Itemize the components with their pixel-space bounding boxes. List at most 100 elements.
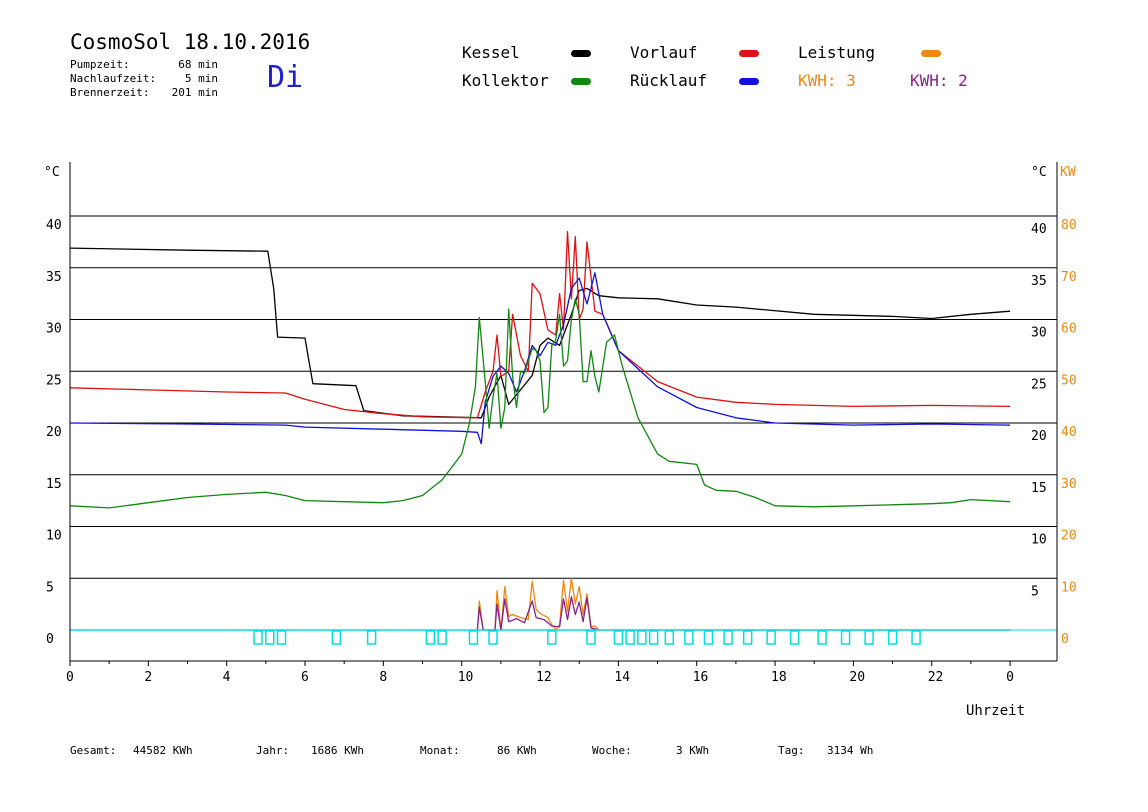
series-vorlauf	[69, 230, 1011, 419]
series-kollektor	[69, 298, 1011, 509]
legend-kollektor-label: Kollektor	[462, 71, 549, 90]
footer-gesamt-value: 44582 KWh	[133, 744, 193, 757]
grid-layer	[70, 215, 1057, 631]
legend-vorlauf-label: Vorlauf	[630, 43, 698, 62]
legend-ruecklauf-swatch	[739, 78, 759, 85]
series-kwh	[476, 596, 599, 631]
series-layer	[69, 230, 1011, 631]
axes-layer: 4035302520151050403530252015105807060504…	[46, 162, 1077, 685]
x-axis-label: Uhrzeit	[966, 703, 1025, 719]
y-tick-right2-20: 20	[1061, 529, 1077, 544]
footer-jahr-value: 1686 KWh	[311, 744, 364, 757]
y-tick-right-20: 20	[1031, 429, 1047, 444]
x-tick-8: 16	[693, 670, 709, 685]
x-tick-10: 20	[849, 670, 865, 685]
legend-ruecklauf-label: Rücklauf	[630, 71, 708, 90]
y-tick-right2-70: 70	[1061, 270, 1077, 285]
pump-marker-3	[331, 630, 342, 645]
x-tick-9: 18	[771, 670, 787, 685]
footer-woche-value: 3 KWh	[676, 744, 710, 757]
x-tick-4: 8	[379, 670, 387, 685]
y-tick-left-30: 30	[46, 322, 62, 337]
x-tick-12: 0	[1006, 670, 1014, 685]
pump-marker-10	[586, 630, 596, 645]
pump-marker-15	[664, 630, 675, 645]
y-tick-left-35: 35	[46, 270, 62, 285]
pump-marker-14	[648, 630, 659, 645]
pump-marker-0	[253, 630, 263, 645]
stat-brennerzeit-value: 201 min	[171, 86, 218, 99]
footer-woche-label: Woche:	[592, 744, 632, 757]
legend-leistung-swatch	[921, 50, 941, 57]
y-tick-right-25: 25	[1031, 377, 1047, 392]
y-tick-right2-40: 40	[1061, 425, 1077, 440]
pump-marker-12	[625, 630, 635, 645]
pump-marker-4	[366, 630, 377, 645]
x-tick-2: 4	[223, 670, 231, 685]
pump-marker-6	[437, 630, 447, 645]
pump-marker-23	[840, 630, 851, 645]
x-tick-1: 2	[144, 670, 152, 685]
y-tick-left-5: 5	[46, 580, 54, 595]
legend-vorlauf-swatch	[739, 50, 759, 57]
y-tick-right2-10: 10	[1061, 580, 1077, 595]
legend-leistung-label: Leistung	[798, 43, 876, 62]
series-r-cklauf	[69, 272, 1011, 445]
y-tick-left-10: 10	[46, 529, 62, 544]
legend-kwh-purple: KWH: 2	[910, 71, 968, 90]
pump-marker-layer	[253, 630, 921, 645]
y-tick-left-40: 40	[46, 218, 62, 233]
y-tick-left-20: 20	[46, 425, 62, 440]
y-tick-right2-30: 30	[1061, 477, 1077, 492]
y-tick-left-15: 15	[46, 477, 62, 492]
y-tick-right-15: 15	[1031, 481, 1047, 496]
x-tick-0: 0	[66, 670, 74, 685]
y-tick-right-35: 35	[1031, 274, 1047, 289]
y-tick-right2-0: 0	[1061, 632, 1069, 647]
stat-nachlaufzeit-value: 5 min	[184, 72, 218, 85]
y-tick-right-40: 40	[1031, 222, 1047, 237]
pump-marker-7	[468, 630, 479, 645]
footer-tag-value: 3134 Wh	[827, 744, 874, 757]
legend-kessel-swatch	[571, 50, 591, 57]
x-tick-6: 12	[536, 670, 552, 685]
y-tick-right-30: 30	[1031, 326, 1047, 341]
footer-tag-label: Tag:	[778, 744, 805, 757]
y-tick-right2-60: 60	[1061, 322, 1077, 337]
pump-marker-11	[613, 630, 624, 645]
y-tick-left-25: 25	[46, 373, 62, 388]
y-tick-right2-80: 80	[1061, 218, 1077, 233]
pump-marker-20	[766, 630, 776, 645]
pump-marker-22	[817, 630, 827, 645]
pump-marker-21	[789, 630, 800, 645]
pump-marker-9	[547, 630, 557, 645]
y-tick-right-10: 10	[1031, 533, 1047, 548]
footer-monat-label: Monat:	[420, 744, 460, 757]
temperature-chart: °C °C KW Uhrzeit 40353025201510504035302…	[44, 162, 1077, 719]
pump-marker-8	[488, 630, 498, 645]
pump-marker-13	[637, 630, 647, 645]
pump-marker-5	[425, 630, 436, 645]
y-tick-left-0: 0	[46, 632, 54, 647]
footer-monat-value: 86 KWh	[497, 744, 537, 757]
chart-title: CosmoSol 18.10.2016	[70, 30, 311, 54]
y-tick-right2-50: 50	[1061, 373, 1077, 388]
y-axis-right2-unit: KW	[1060, 165, 1076, 180]
y-tick-right-5: 5	[1031, 584, 1039, 599]
pump-marker-18	[723, 630, 733, 645]
pump-marker-2	[276, 630, 287, 645]
stat-nachlaufzeit-label: Nachlaufzeit:	[70, 72, 157, 85]
x-tick-3: 6	[301, 670, 309, 685]
stat-pumpzeit-label: Pumpzeit:	[70, 58, 130, 71]
series-leistung	[476, 577, 1011, 631]
series-kessel	[69, 247, 1011, 419]
weekday-label: Di	[267, 60, 304, 95]
x-tick-11: 22	[928, 670, 944, 685]
pump-marker-25	[887, 630, 898, 645]
legend-kwh-orange: KWH: 3	[798, 71, 856, 90]
footer-jahr-label: Jahr:	[256, 744, 290, 757]
pump-marker-16	[684, 630, 694, 645]
pump-marker-19	[742, 630, 753, 645]
x-tick-5: 10	[458, 670, 474, 685]
pump-marker-26	[911, 630, 921, 645]
